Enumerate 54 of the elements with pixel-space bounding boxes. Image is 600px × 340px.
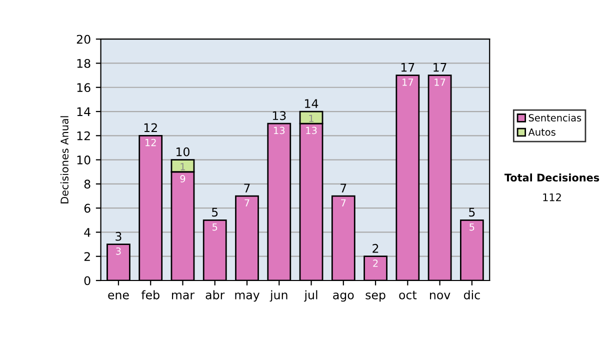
y-tick-label: 10 (77, 156, 90, 164)
text: Total Decisiones (504, 173, 600, 182)
y-tick-label: 12 (77, 131, 90, 140)
y-tick-label: 14 (77, 107, 90, 116)
data-label: 12 (145, 138, 156, 146)
data-label: 7 (341, 199, 346, 206)
x-tick-label: sep (366, 292, 386, 302)
total-label: 7 (244, 184, 250, 192)
data-label: 9 (180, 175, 186, 182)
y-tick-label: 4 (84, 228, 90, 237)
total-label: 3 (116, 232, 122, 241)
data-label: 1 (180, 163, 185, 170)
data-label: 13 (274, 126, 285, 134)
x-tick-label: jul (304, 290, 318, 302)
y-tick-label: 18 (77, 58, 90, 68)
data-label: 5 (470, 223, 474, 231)
total-label: 7 (340, 184, 346, 192)
data-label: 2 (373, 260, 378, 267)
total-label: 5 (469, 208, 475, 217)
data-label: 17 (434, 78, 446, 86)
total-label: 13 (272, 111, 286, 120)
total-label: 17 (434, 63, 446, 72)
y-tick-label: 8 (84, 180, 90, 189)
text: 112 (543, 193, 561, 202)
x-tick-label: may (235, 292, 260, 302)
data-label: 13 (306, 126, 317, 134)
y-tick-label: 0 (84, 276, 90, 286)
x-tick-label: ago (333, 292, 354, 302)
total-label: 10 (176, 147, 190, 156)
legend-label: Autos (528, 128, 556, 136)
x-tick-label: nov (430, 292, 450, 300)
x-tick-label: oct (399, 290, 417, 300)
x-tick-label: abr (206, 290, 225, 300)
data-label: 5 (212, 223, 218, 231)
data-label: 3 (116, 247, 121, 255)
total-label: 14 (305, 99, 318, 108)
total-label: 17 (401, 63, 414, 72)
y-tick-label: 20 (76, 34, 90, 44)
x-tick-label: ene (108, 292, 129, 300)
y-axis-title: Decisiones Anual (60, 116, 68, 204)
y-tick-label: 2 (84, 252, 90, 261)
total-label: 2 (372, 244, 378, 253)
x-tick-label: jun (270, 290, 288, 302)
total-label: 5 (212, 208, 218, 217)
x-tick-label: dic (464, 290, 480, 300)
data-label: 7 (244, 199, 250, 206)
y-tick-label: 16 (77, 83, 90, 92)
data-label: 1 (309, 114, 314, 122)
data-label: 17 (402, 78, 414, 86)
y-tick-label: 6 (84, 204, 90, 213)
legend-label: Sentencias (528, 114, 582, 122)
x-tick-label: feb (141, 290, 160, 300)
total-label: 12 (144, 123, 157, 132)
x-tick-label: mar (172, 292, 195, 300)
